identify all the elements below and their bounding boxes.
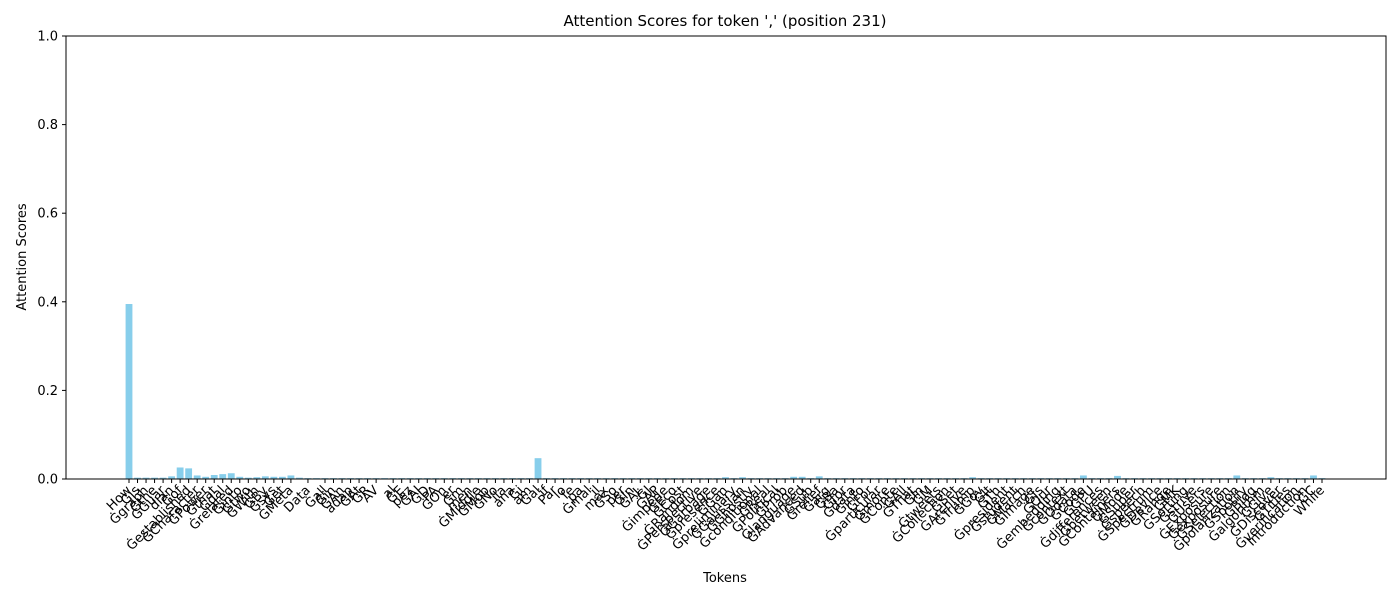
bar xyxy=(722,477,729,479)
bar xyxy=(798,476,806,479)
y-tick-label: 0.6 xyxy=(37,207,58,222)
y-axis-title: Attention Scores xyxy=(15,203,30,311)
bar xyxy=(1079,475,1087,479)
bar xyxy=(534,458,542,479)
bar xyxy=(287,475,295,479)
chart-title: Attention Scores for token ',' (position… xyxy=(564,12,887,30)
bar xyxy=(236,476,244,479)
y-tick-label: 0.0 xyxy=(37,473,58,488)
bar xyxy=(159,477,167,479)
bar xyxy=(790,476,798,479)
bar xyxy=(244,477,252,479)
bar xyxy=(142,477,150,479)
x-axis: HowGisĠgraphĠtheĠGuardianĠofĠestablished… xyxy=(104,479,1328,555)
bar xyxy=(202,476,210,479)
bar xyxy=(210,475,218,479)
bar xyxy=(815,476,823,479)
bar xyxy=(125,304,133,479)
bar xyxy=(253,477,261,479)
bar xyxy=(739,477,746,479)
y-tick-label: 0.2 xyxy=(37,384,58,399)
bar xyxy=(969,477,977,479)
bar xyxy=(1114,475,1121,479)
y-tick-label: 0.4 xyxy=(37,295,58,310)
y-axis: 0.0 0.2 0.4 0.6 0.8 1.0 xyxy=(37,30,66,488)
bar xyxy=(1310,475,1317,479)
bar xyxy=(261,476,269,479)
bar xyxy=(168,476,176,479)
bar xyxy=(1233,475,1241,479)
plot-frame xyxy=(65,35,1387,480)
bar xyxy=(1267,477,1275,479)
x-axis-title: Tokens xyxy=(702,571,747,586)
y-tick-label: 1.0 xyxy=(37,30,58,45)
bar xyxy=(278,476,286,479)
bar xyxy=(227,473,235,479)
bar xyxy=(296,477,303,479)
bar xyxy=(176,467,184,479)
bar xyxy=(193,475,201,479)
bar xyxy=(134,477,141,479)
y-tick-label: 0.8 xyxy=(37,118,58,133)
bar xyxy=(270,476,278,479)
bar xyxy=(151,477,158,479)
bar xyxy=(219,474,227,479)
bar xyxy=(185,468,193,479)
